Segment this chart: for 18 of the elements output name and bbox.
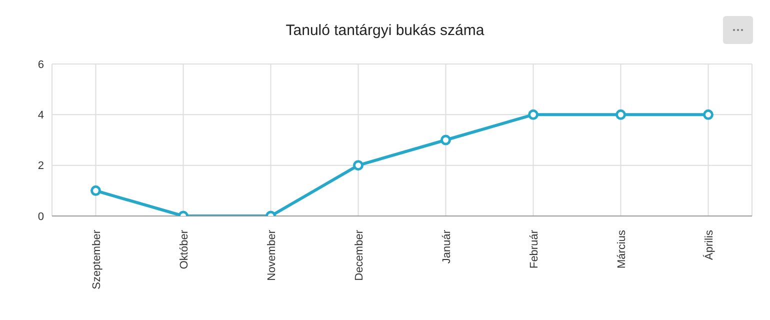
x-tick-label: Január <box>440 230 453 264</box>
x-tick-label: Október <box>178 230 190 270</box>
point <box>440 134 451 146</box>
x-tick-label: Szeptember <box>90 230 103 290</box>
point <box>703 109 714 120</box>
y-tick-label: 4 <box>38 110 44 122</box>
x-tick-label: Február <box>528 230 540 269</box>
x-tick-label: Április <box>702 230 716 260</box>
point <box>353 160 364 171</box>
x-tick-label: December <box>353 230 366 281</box>
x-tick-label: Március <box>616 230 628 269</box>
point <box>616 109 626 120</box>
x-tick-label: November <box>266 230 278 281</box>
y-tick-label: 0 <box>38 210 44 223</box>
y-tick-label: 6 <box>38 58 44 71</box>
chart-title: Tanuló tantárgyi bukás száma <box>284 22 486 39</box>
point <box>528 109 538 120</box>
y-tick-label: 2 <box>38 160 44 172</box>
